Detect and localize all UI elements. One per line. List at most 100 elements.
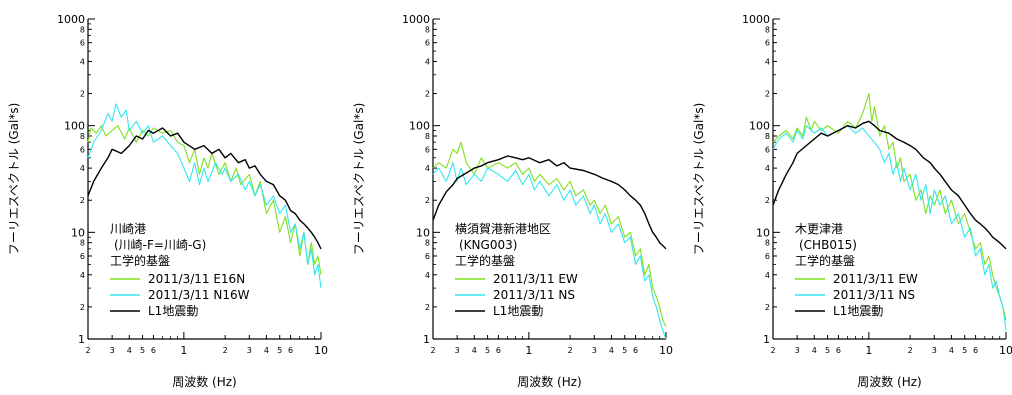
station-annotation: 工学的基盤 <box>110 253 170 268</box>
station-annotation: 木更津港 <box>795 222 843 236</box>
y-tick-label: 2 <box>765 303 770 312</box>
station-annotation: 工学的基盤 <box>455 253 515 268</box>
y-tick-label: 4 <box>425 164 430 173</box>
x-tick-label: 1 <box>180 344 187 357</box>
y-tick-label: 4 <box>425 57 430 66</box>
y-tick-label: 4 <box>425 271 430 280</box>
legend-label: L1地震動 <box>493 304 543 318</box>
x-tick-label: 2 <box>908 346 913 355</box>
y-tick-label: 6 <box>425 252 430 261</box>
y-tick-label: 100 <box>64 120 85 133</box>
x-tick-label: 2 <box>223 346 228 355</box>
series-line-1 <box>772 93 1007 321</box>
y-tick-label: 8 <box>425 132 430 141</box>
x-axis-label: 周波数 (Hz) <box>857 374 922 389</box>
x-tick-label: 4 <box>949 346 954 355</box>
legend-label: 2011/3/11 EW <box>493 272 578 286</box>
x-tick-label: 4 <box>127 346 132 355</box>
series-line-3 <box>432 155 667 250</box>
x-tick-label: 3 <box>592 346 597 355</box>
y-axis-label: フーリエスペクトル (Gal*s) <box>7 103 21 256</box>
series-line-1 <box>87 125 322 275</box>
y-tick-label: 10 <box>416 226 430 239</box>
y-tick-label: 4 <box>80 164 85 173</box>
x-tick-label: 2 <box>770 346 775 355</box>
x-tick-label: 4 <box>472 346 477 355</box>
y-axis-label: フーリエスペクトル (Gal*s) <box>692 103 706 256</box>
x-tick-label: 2 <box>430 346 435 355</box>
legend-label: L1地震動 <box>833 304 883 318</box>
y-tick-label: 4 <box>765 164 770 173</box>
x-tick-label: 6 <box>496 346 501 355</box>
y-tick-label: 2 <box>425 303 430 312</box>
y-tick-label: 6 <box>425 39 430 48</box>
legend-label: L1地震動 <box>148 304 198 318</box>
legend-label: 2011/3/11 E16N <box>148 272 245 286</box>
station-annotation: (川崎-F=川崎-G) <box>114 238 206 252</box>
y-tick-label: 2 <box>80 303 85 312</box>
x-tick-label: 10 <box>659 344 673 357</box>
y-tick-label: 8 <box>765 132 770 141</box>
y-tick-label: 8 <box>80 25 85 34</box>
series-line-2 <box>772 125 1007 331</box>
y-tick-label: 100 <box>749 120 770 133</box>
y-tick-label: 6 <box>80 145 85 154</box>
y-tick-label: 10 <box>71 226 85 239</box>
x-axis-label: 周波数 (Hz) <box>517 374 582 389</box>
x-tick-label: 5 <box>485 346 490 355</box>
x-tick-label: 5 <box>962 346 967 355</box>
y-tick-label: 6 <box>765 145 770 154</box>
y-tick-label: 2 <box>425 90 430 99</box>
y-tick-label: 8 <box>425 25 430 34</box>
y-axis-label: フーリエスペクトル (Gal*s) <box>352 103 366 256</box>
station-annotation: (CHB015) <box>799 238 857 252</box>
y-tick-label: 6 <box>80 39 85 48</box>
y-tick-label: 1 <box>78 333 85 346</box>
x-tick-label: 5 <box>140 346 145 355</box>
x-tick-label: 4 <box>264 346 269 355</box>
y-tick-label: 2 <box>80 196 85 205</box>
x-tick-label: 1 <box>525 344 532 357</box>
x-tick-label: 3 <box>932 346 937 355</box>
x-tick-label: 3 <box>455 346 460 355</box>
x-tick-label: 5 <box>277 346 282 355</box>
series-line-3 <box>772 120 1007 250</box>
y-tick-label: 8 <box>425 239 430 248</box>
x-tick-label: 4 <box>609 346 614 355</box>
x-tick-label: 3 <box>247 346 252 355</box>
station-annotation: 川崎港 <box>110 222 146 236</box>
y-tick-label: 1000 <box>57 13 85 26</box>
x-tick-label: 6 <box>973 346 978 355</box>
y-tick-label: 2 <box>425 196 430 205</box>
series-line-2 <box>87 103 322 289</box>
x-tick-label: 3 <box>110 346 115 355</box>
y-tick-label: 100 <box>409 120 430 133</box>
x-tick-label: 4 <box>812 346 817 355</box>
y-tick-label: 8 <box>765 25 770 34</box>
series-line-1 <box>432 141 667 328</box>
x-axis-label: 周波数 (Hz) <box>172 374 237 389</box>
x-tick-label: 5 <box>622 346 627 355</box>
y-tick-label: 2 <box>765 90 770 99</box>
station-annotation: 工学的基盤 <box>795 253 855 268</box>
y-tick-label: 1 <box>763 333 770 346</box>
x-tick-label: 2 <box>568 346 573 355</box>
legend-label: 2011/3/11 N16W <box>148 288 250 302</box>
x-tick-label: 10 <box>999 344 1012 357</box>
y-tick-label: 6 <box>425 145 430 154</box>
x-tick-label: 3 <box>795 346 800 355</box>
y-tick-label: 1 <box>423 333 430 346</box>
x-tick-label: 6 <box>288 346 293 355</box>
legend-label: 2011/3/11 NS <box>493 288 575 302</box>
y-tick-label: 8 <box>80 132 85 141</box>
x-tick-label: 10 <box>314 344 328 357</box>
y-tick-label: 4 <box>765 57 770 66</box>
y-tick-label: 1000 <box>742 13 770 26</box>
x-tick-label: 6 <box>151 346 156 355</box>
y-tick-label: 4 <box>765 271 770 280</box>
x-tick-label: 5 <box>825 346 830 355</box>
y-tick-label: 8 <box>80 239 85 248</box>
